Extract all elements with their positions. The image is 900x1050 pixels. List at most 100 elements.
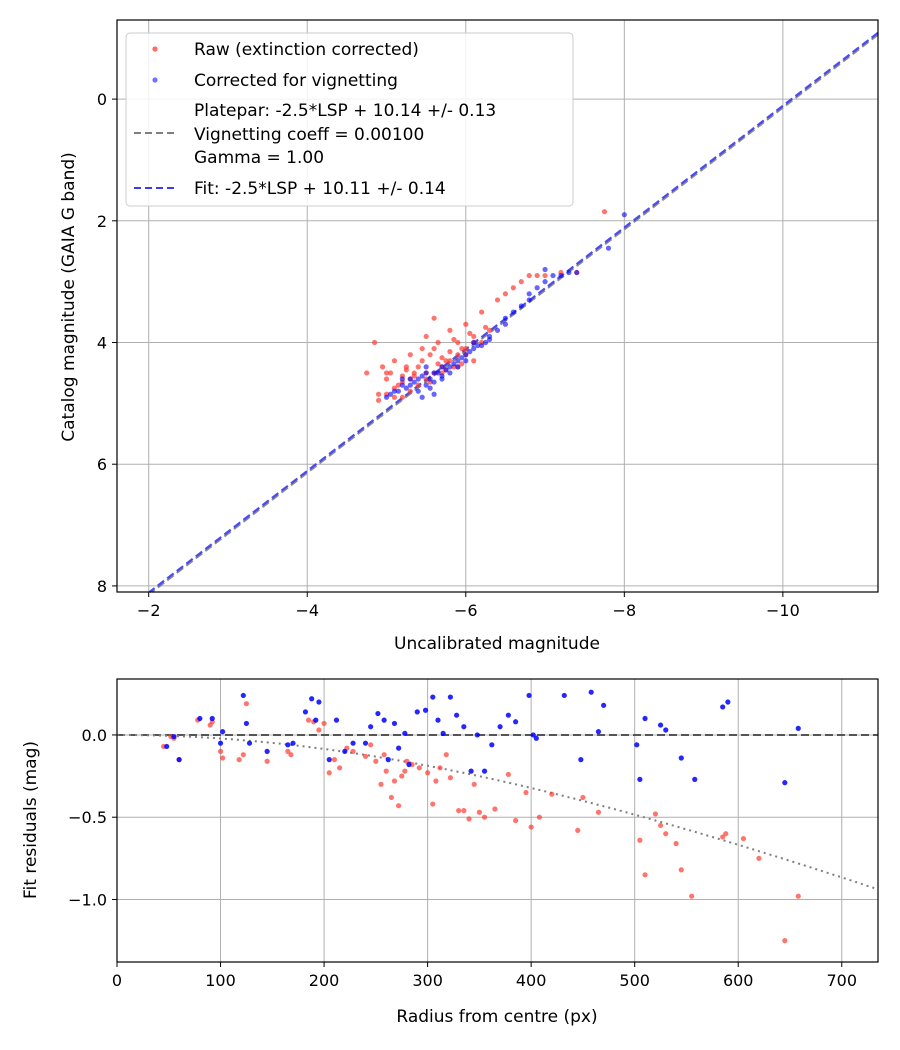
bottom-corrected-point bbox=[309, 696, 315, 702]
top-corrected-point bbox=[471, 339, 477, 346]
bottom-raw-point bbox=[388, 794, 394, 801]
top-corrected-point bbox=[431, 391, 437, 397]
bottom-corrected-point bbox=[578, 757, 584, 763]
top-corrected-point bbox=[534, 285, 540, 291]
top-corrected-point bbox=[439, 376, 445, 382]
bottom-y-tick-label: −0.5 bbox=[68, 808, 107, 827]
top-raw-point bbox=[419, 345, 425, 352]
bottom-raw-point bbox=[523, 789, 529, 796]
bottom-x-axis-label: Radius from centre (px) bbox=[396, 1007, 597, 1027]
bottom-raw-point bbox=[466, 816, 472, 822]
bottom-corrected-point bbox=[197, 715, 203, 722]
bottom-corrected-point bbox=[657, 722, 664, 728]
bottom-corrected-point bbox=[290, 740, 296, 746]
bottom-raw-point bbox=[443, 752, 449, 758]
bottom-corrected-point bbox=[497, 724, 503, 730]
top-x-tick-label: −2 bbox=[137, 601, 161, 620]
top-x-tick-label: −10 bbox=[766, 601, 800, 620]
bottom-raw-point bbox=[580, 794, 586, 801]
top-raw-point bbox=[387, 370, 394, 376]
bottom-corrected-point bbox=[440, 730, 446, 736]
top-corrected-point bbox=[431, 370, 437, 376]
top-raw-point bbox=[403, 364, 409, 370]
bottom-raw-point bbox=[243, 701, 250, 707]
bottom-raw-point bbox=[549, 791, 555, 797]
top-raw-point bbox=[447, 358, 453, 364]
bottom-plot-frame bbox=[116, 678, 879, 963]
top-raw-point bbox=[407, 352, 413, 358]
bottom-raw-point bbox=[220, 755, 226, 761]
top-corrected-point bbox=[451, 361, 457, 367]
bottom-raw-point bbox=[437, 765, 443, 771]
top-corrected-point bbox=[459, 355, 465, 361]
bottom-corrected-point bbox=[220, 729, 226, 735]
top-plot-frame bbox=[116, 19, 879, 593]
bottom-corrected-point bbox=[595, 729, 602, 735]
top-corrected-point bbox=[605, 245, 612, 251]
top-raw-point bbox=[415, 364, 421, 370]
bottom-raw-point bbox=[481, 814, 488, 820]
top-raw-point bbox=[471, 358, 477, 364]
legend-raw-label: Raw (extinction corrected) bbox=[194, 40, 419, 60]
bottom-raw-point bbox=[461, 808, 467, 814]
top-raw-point bbox=[383, 370, 390, 376]
bottom-corrected-point bbox=[663, 727, 669, 733]
bottom-corrected-point bbox=[430, 694, 436, 700]
top-raw-point bbox=[435, 339, 441, 346]
bottom-raw-point bbox=[321, 720, 327, 727]
bottom-corrected-point bbox=[285, 742, 291, 748]
top-raw-point bbox=[383, 376, 390, 382]
top-corrected-point bbox=[566, 269, 572, 276]
top-raw-point bbox=[364, 370, 370, 376]
top-raw-point bbox=[391, 358, 398, 364]
top-raw-point bbox=[431, 315, 437, 321]
bottom-corrected-point bbox=[243, 720, 250, 727]
bottom-raw-point bbox=[740, 835, 747, 842]
bottom-corrected-point bbox=[164, 743, 170, 750]
bottom-corrected-point bbox=[720, 704, 726, 710]
bottom-corrected-point bbox=[692, 776, 698, 782]
bottom-corrected-point bbox=[561, 692, 567, 699]
top-raw-point bbox=[459, 361, 465, 367]
top-raw-point bbox=[399, 394, 405, 400]
top-raw-point bbox=[510, 285, 516, 291]
legend-platepar-line-3: Gamma = 1.00 bbox=[194, 148, 324, 168]
legend-platepar-line-1: Platepar: -2.5*LSP + 10.14 +/- 0.13 bbox=[194, 101, 496, 121]
bottom-raw-point bbox=[433, 778, 439, 784]
top-corrected-point bbox=[423, 370, 429, 376]
top-corrected-point bbox=[443, 367, 449, 373]
bottom-x-tick-label: 700 bbox=[826, 971, 857, 990]
top-raw-point bbox=[415, 382, 421, 388]
top-raw-point bbox=[601, 209, 608, 215]
bottom-raw-point bbox=[331, 757, 338, 763]
bottom-raw-point bbox=[723, 831, 729, 837]
top-raw-point bbox=[455, 339, 461, 346]
top-raw-point bbox=[407, 388, 413, 394]
bottom-corrected-point bbox=[362, 740, 369, 746]
bottom-corrected-point bbox=[342, 748, 348, 754]
bottom-corrected-point bbox=[530, 732, 536, 738]
bottom-raw-point bbox=[476, 809, 482, 815]
top-y-tick-label: 4 bbox=[97, 334, 107, 353]
top-corrected-point bbox=[471, 345, 477, 352]
top-corrected-point bbox=[403, 385, 409, 391]
bottom-corrected-point bbox=[782, 780, 788, 786]
top-corrected-point bbox=[486, 336, 493, 343]
top-raw-point bbox=[443, 358, 449, 364]
bottom-raw-point bbox=[492, 806, 498, 812]
top-corrected-point bbox=[494, 327, 501, 333]
bottom-raw-point bbox=[673, 840, 679, 847]
top-corrected-point bbox=[387, 391, 394, 397]
bottom-raw-point bbox=[447, 775, 453, 781]
top-corrected-point bbox=[423, 382, 429, 388]
top-corrected-point bbox=[463, 358, 469, 364]
bottom-raw-point bbox=[391, 778, 398, 784]
bottom-raw-point bbox=[528, 824, 534, 830]
top-raw-point bbox=[451, 336, 457, 343]
top-corrected-point bbox=[542, 279, 548, 285]
top-corrected-point bbox=[467, 349, 473, 355]
bottom-scatter-points bbox=[160, 689, 801, 944]
bottom-corrected-point bbox=[481, 768, 488, 774]
top-y-tick-label: 0 bbox=[97, 90, 107, 109]
